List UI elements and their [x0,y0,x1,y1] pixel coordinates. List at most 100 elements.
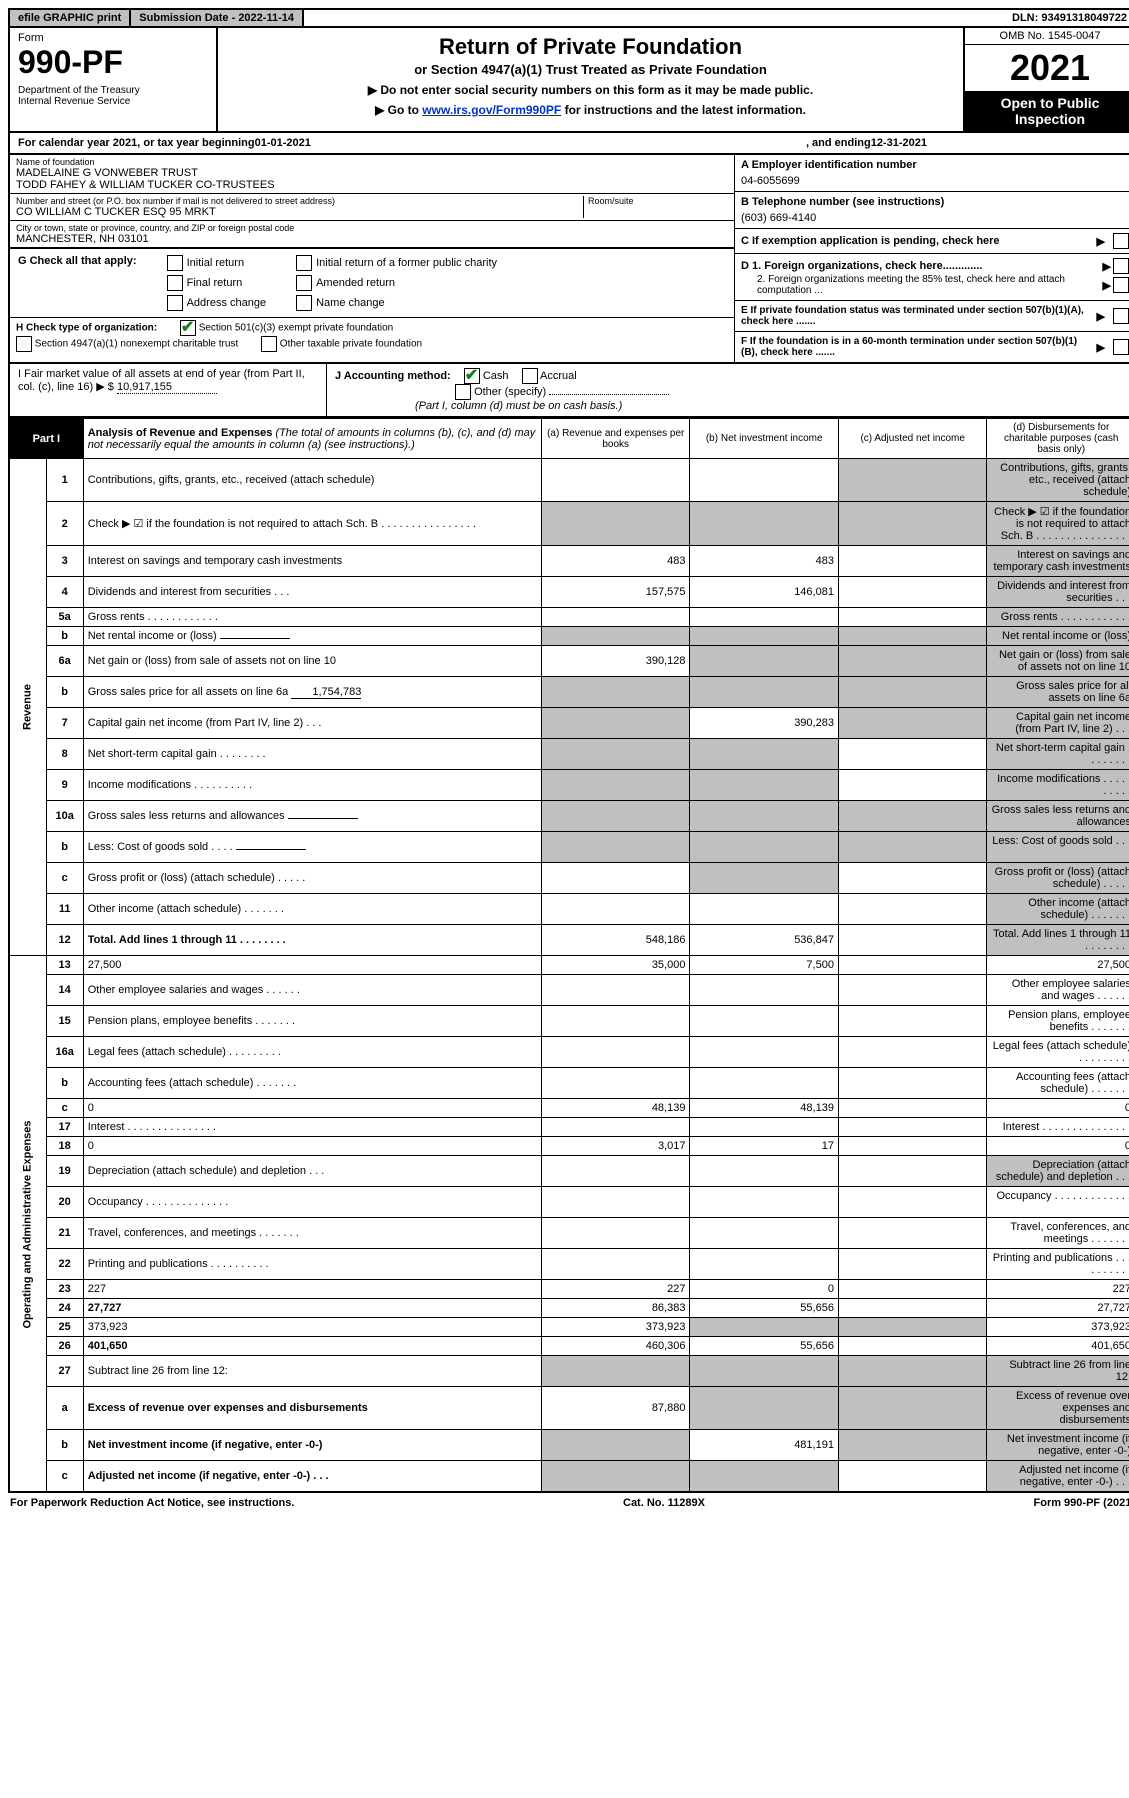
row-desc: Total. Add lines 1 through 11 . . . . . … [83,925,541,956]
row-desc: Pension plans, employee benefits . . . .… [83,1006,541,1037]
table-row: 1803,017170 [9,1137,1129,1156]
cat-no: Cat. No. 11289X [623,1497,705,1509]
tax-year: 2021 [965,45,1129,91]
cell-c [838,770,986,801]
cell-d: Dividends and interest from securities .… [987,577,1129,608]
row-number: 18 [46,1137,83,1156]
cell-b [690,1318,838,1337]
cell-b [690,627,838,646]
calendar-year-row: For calendar year 2021, or tax year begi… [8,133,1129,155]
cell-d: Travel, conferences, and meetings . . . … [987,1218,1129,1249]
chk-c[interactable] [1113,233,1129,249]
table-row: 9Income modifications . . . . . . . . . … [9,770,1129,801]
efile-badge[interactable]: efile GRAPHIC print [10,10,131,26]
cell-a [541,502,689,546]
chk-cash[interactable] [464,368,480,384]
cell-b [690,1006,838,1037]
row-number: 25 [46,1318,83,1337]
cell-d: Occupancy . . . . . . . . . . . . . . [987,1187,1129,1218]
e-text: E If private foundation status was termi… [741,305,1089,327]
row-number: 7 [46,708,83,739]
row-number: 5a [46,608,83,627]
table-row: aExcess of revenue over expenses and dis… [9,1387,1129,1430]
cell-a [541,739,689,770]
row-number: 19 [46,1156,83,1187]
year-end: 12-31-2021 [871,137,927,149]
chk-amended[interactable] [296,275,312,291]
row-desc: Depreciation (attach schedule) and deple… [83,1156,541,1187]
spacer [304,16,1004,20]
row-desc: 401,650 [83,1337,541,1356]
cell-c [838,608,986,627]
table-row: 25373,923373,923373,923 [9,1318,1129,1337]
chk-initial[interactable] [167,255,183,271]
irs-link[interactable]: www.irs.gov/Form990PF [422,103,561,117]
chk-address[interactable] [167,295,183,311]
row-number: 11 [46,894,83,925]
chk-d1[interactable] [1113,258,1129,274]
cell-c [838,894,986,925]
table-row: 2Check ▶ ☑ if the foundation is not requ… [9,502,1129,546]
cell-a [541,677,689,708]
chk-4947[interactable] [16,336,32,352]
chk-final[interactable] [167,275,183,291]
cell-a [541,1218,689,1249]
row-number: 20 [46,1187,83,1218]
cell-b: 146,081 [690,577,838,608]
cell-d: 0 [987,1137,1129,1156]
chk-namechange[interactable] [296,295,312,311]
chk-501c3[interactable] [180,320,196,336]
cell-d: Income modifications . . . . . . . . . . [987,770,1129,801]
cell-a: 373,923 [541,1318,689,1337]
table-row: 8Net short-term capital gain . . . . . .… [9,739,1129,770]
row-number: 13 [46,956,83,975]
cell-b: 0 [690,1280,838,1299]
table-row: 20Occupancy . . . . . . . . . . . . . .O… [9,1187,1129,1218]
cell-b [690,832,838,863]
table-row: 7Capital gain net income (from Part IV, … [9,708,1129,739]
cell-c [838,1218,986,1249]
cell-a [541,1249,689,1280]
cell-a [541,863,689,894]
chk-e[interactable] [1113,308,1129,324]
col-d: (d) Disbursements for charitable purpose… [987,419,1129,459]
row-desc: Gross sales price for all assets on line… [83,677,541,708]
cell-c [838,546,986,577]
cell-a: 157,575 [541,577,689,608]
cell-c [838,677,986,708]
table-row: 16aLegal fees (attach schedule) . . . . … [9,1037,1129,1068]
chk-initial-former[interactable] [296,255,312,271]
cell-a [541,459,689,502]
row-desc: 0 [83,1137,541,1156]
chk-f[interactable] [1113,339,1129,355]
row-number: 16a [46,1037,83,1068]
cell-c [838,1118,986,1137]
table-row: 232272270227 [9,1280,1129,1299]
row-number: 24 [46,1299,83,1318]
table-row: bAccounting fees (attach schedule) . . .… [9,1068,1129,1099]
cell-c [838,1137,986,1156]
f-text: F If the foundation is in a 60-month ter… [741,336,1089,358]
cell-b: 55,656 [690,1299,838,1318]
chk-accrual[interactable] [522,368,538,384]
chk-other-tax[interactable] [261,336,277,352]
table-row: Operating and Administrative Expenses132… [9,956,1129,975]
cell-d: Interest on savings and temporary cash i… [987,546,1129,577]
row-desc: Net investment income (if negative, ente… [83,1430,541,1461]
row-number: 14 [46,975,83,1006]
cell-c [838,1280,986,1299]
table-row: cAdjusted net income (if negative, enter… [9,1461,1129,1493]
cell-d: Total. Add lines 1 through 11 . . . . . … [987,925,1129,956]
cell-c [838,627,986,646]
row-desc: 373,923 [83,1318,541,1337]
form-header: Form 990-PF Department of the Treasury I… [8,28,1129,133]
row-number: 27 [46,1356,83,1387]
chk-d2[interactable] [1113,277,1129,293]
cell-a: 87,880 [541,1387,689,1430]
cell-a [541,1156,689,1187]
cell-b [690,894,838,925]
row-desc: Other employee salaries and wages . . . … [83,975,541,1006]
cell-a [541,1187,689,1218]
header-mid: Return of Private Foundation or Section … [218,28,963,131]
chk-other-method[interactable] [455,384,471,400]
